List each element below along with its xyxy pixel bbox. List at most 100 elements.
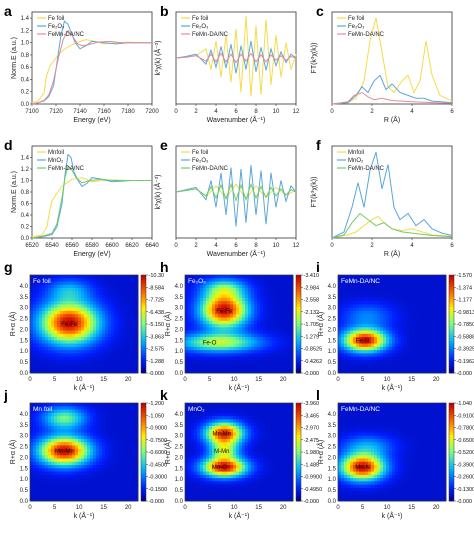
heatmap-cell — [368, 327, 372, 331]
heatmap-cell — [344, 281, 348, 286]
heatmap-cell — [188, 468, 192, 472]
heatmap-cell — [135, 478, 139, 482]
heatmap-cell — [123, 359, 127, 364]
y-tick-label: 1.0 — [20, 349, 29, 355]
heatmap-cell — [203, 304, 207, 309]
heatmap-cell — [278, 350, 282, 354]
y-tick-label: 1.5 — [20, 466, 29, 472]
heatmap-cell — [248, 350, 252, 354]
heatmap-cell — [380, 359, 384, 364]
heatmap-cell — [117, 465, 121, 469]
heatmap-cell — [48, 435, 52, 440]
heatmap-cell — [114, 363, 118, 367]
heatmap-cell — [117, 478, 121, 482]
heatmap-cell — [389, 314, 393, 318]
heatmap-cell — [117, 429, 121, 433]
heatmap-cell — [401, 284, 405, 289]
heatmap-cell — [263, 324, 267, 328]
heatmap-cell — [84, 294, 88, 299]
heatmap-cell — [281, 284, 285, 289]
heatmap-cell — [356, 369, 360, 374]
panel-label-c: c — [316, 3, 324, 19]
heatmap-cell — [413, 297, 417, 302]
heatmap-cell — [105, 356, 109, 361]
heatmap-cell — [227, 343, 231, 348]
heatmap-cell — [251, 281, 255, 286]
heatmap-cell — [42, 409, 46, 414]
heatmap-cell — [257, 284, 261, 289]
heatmap-cell — [54, 409, 58, 414]
heatmap-cell — [224, 294, 228, 299]
colorbar-segment — [141, 410, 146, 414]
heatmap-cell — [353, 324, 357, 328]
heatmap-cell — [51, 435, 55, 440]
heatmap-cell — [218, 275, 222, 279]
colorbar-label: -7.725 — [149, 298, 165, 304]
heatmap-cell — [39, 445, 43, 450]
heatmap-cell — [362, 307, 366, 312]
heatmap-cell — [437, 307, 441, 312]
heatmap-cell — [102, 484, 106, 489]
heatmap-cell — [365, 320, 369, 325]
heatmap-cell — [194, 307, 198, 312]
heatmap-cell — [350, 317, 354, 322]
heatmap-cell — [105, 419, 109, 423]
heatmap-cell — [257, 304, 261, 309]
heatmap-cell — [251, 304, 255, 309]
heatmap-cell — [123, 484, 127, 489]
heatmap-cell — [33, 288, 37, 292]
heatmap-cell — [96, 468, 100, 472]
colorbar-segment — [296, 336, 301, 340]
heatmap-cell — [185, 314, 189, 318]
heatmap-cell — [362, 294, 366, 299]
heatmap-cell — [413, 288, 417, 292]
heatmap-cell — [419, 356, 423, 361]
heatmap-cell — [233, 346, 237, 351]
heatmap-cell — [33, 301, 37, 305]
heatmap-cell — [123, 301, 127, 305]
heatmap-cell — [359, 288, 363, 292]
heatmap-cell — [108, 409, 112, 414]
heatmap-cell — [48, 350, 52, 354]
heatmap-cell — [93, 304, 97, 309]
heatmap-cell — [389, 330, 393, 335]
heatmap-cell — [251, 340, 255, 344]
heatmap-cell — [126, 333, 130, 338]
heatmap-cell — [30, 491, 34, 495]
heatmap-cell — [117, 275, 121, 279]
heatmap-cell — [102, 297, 106, 302]
colorbar-segment — [141, 469, 146, 472]
heatmap-cell — [78, 452, 82, 456]
heatmap-cell — [60, 435, 64, 440]
heatmap-cell — [60, 403, 64, 407]
heatmap-cell — [132, 429, 136, 433]
heatmap-cell — [129, 359, 133, 364]
heatmap-cell — [78, 317, 82, 322]
heatmap-cell — [45, 403, 49, 407]
heatmap-cell — [263, 317, 267, 322]
heatmap-cell — [114, 317, 118, 322]
heatmap-cell — [209, 288, 213, 292]
heatmap-cell — [66, 452, 70, 456]
heatmap-cell — [45, 327, 49, 331]
heatmap-cell — [251, 350, 255, 354]
heatmap-cell — [105, 422, 109, 427]
heatmap-cell — [120, 304, 124, 309]
heatmap-cell — [356, 346, 360, 351]
heatmap-cell — [368, 366, 372, 371]
heatmap-cell — [239, 278, 243, 282]
heatmap-cell — [368, 340, 372, 344]
heatmap-cell — [63, 320, 67, 325]
heatmap-cell — [197, 409, 201, 414]
heatmap-cell — [96, 340, 100, 344]
heatmap-cell — [269, 320, 273, 325]
heatmap-cell — [87, 461, 91, 466]
heatmap-title: Fe₂O₃ — [188, 278, 206, 285]
heatmap-cell — [272, 304, 276, 309]
heatmap-cell — [425, 333, 429, 338]
heatmap-cell — [93, 412, 97, 417]
heatmap-cell — [200, 304, 204, 309]
heatmap-cell — [287, 317, 291, 322]
heatmap-cell — [269, 297, 273, 302]
heatmap-cell — [54, 474, 58, 479]
